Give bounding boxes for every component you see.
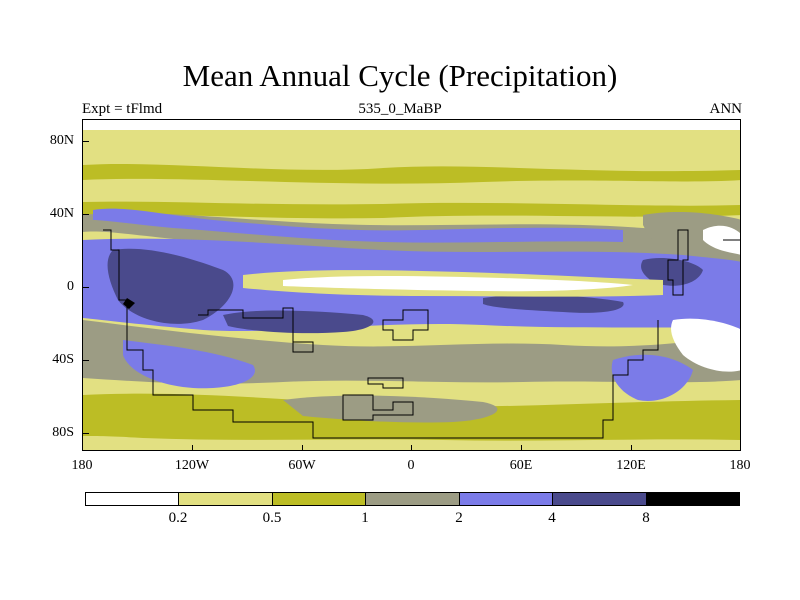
colorbar-label: 1 [361,510,369,526]
map-canvas [83,120,740,450]
colorbar-segment [179,493,273,505]
continent-outline-south-america [198,307,314,353]
lon-label-180e: 180 [729,458,751,473]
lat-tick [82,433,89,434]
lon-tick [521,445,522,451]
experiment-label: Expt = tFlmd [82,101,163,117]
continent-outline-africa [382,309,429,341]
period-label: 535_0_MaBP [358,101,442,117]
southern-ocean-grey [283,395,498,423]
north-blue-band [93,208,623,243]
lat-label-0: 0 [67,279,74,294]
southeast-white [671,318,740,372]
lat-label-80n: 80N [49,133,74,148]
lat-tick [82,287,89,288]
indian-ocean-dark-blue [483,294,624,313]
colorbar-segment [86,493,180,505]
lon-tick [411,445,412,451]
lon-label-60w: 60W [288,458,316,473]
southeast-blue [611,354,693,401]
lat-label-80s: 80S [52,425,74,440]
colorbar-segment [272,493,367,505]
colorbar [85,492,740,506]
east-dark-blue [641,258,703,286]
colorbar-segment [553,493,647,505]
lat-label-40n: 40N [49,206,74,221]
lon-tick [192,445,193,451]
colorbar-label: 2 [455,510,463,526]
plot-title: Mean Annual Cycle (Precipitation) [182,58,618,93]
lon-tick [302,445,303,451]
colorbar-label: 8 [642,510,650,526]
continent-outline-east-asia [667,229,689,296]
max-precip-spot [123,298,135,309]
west-dark-blue [107,248,234,324]
colorbar-segment [646,493,739,505]
equatorial-white-core [283,276,633,292]
continent-outline-inner-coast [367,377,404,389]
lon-label-120w: 120W [174,458,210,473]
continent-outline-antarctic-inner [342,394,414,421]
colorbar-segment [459,493,554,505]
lat-label-40s: 40S [52,352,74,367]
lon-label-120e: 120E [616,458,646,473]
lon-label-60e: 60E [509,458,533,473]
south-pacific-blue [123,340,255,389]
continent-outline-main [103,229,659,439]
colorbar-segment [366,493,460,505]
lat-tick [82,360,89,361]
colorbar-label: 0.5 [262,510,282,526]
east-asia-white [703,225,740,255]
colorbar-label: 4 [548,510,556,526]
lat-tick [82,141,89,142]
season-label: ANN [709,101,743,117]
lon-label-0: 0 [407,458,415,473]
south-pacific-dark-blue [223,310,374,334]
lon-tick [631,445,632,451]
colorbar-label: 0.2 [168,510,188,526]
north-midlat-pale [83,178,740,206]
lat-tick [82,214,89,215]
lon-label-180w: 180 [71,458,93,473]
north-pole-band [83,120,740,130]
precipitation-map [82,119,741,451]
